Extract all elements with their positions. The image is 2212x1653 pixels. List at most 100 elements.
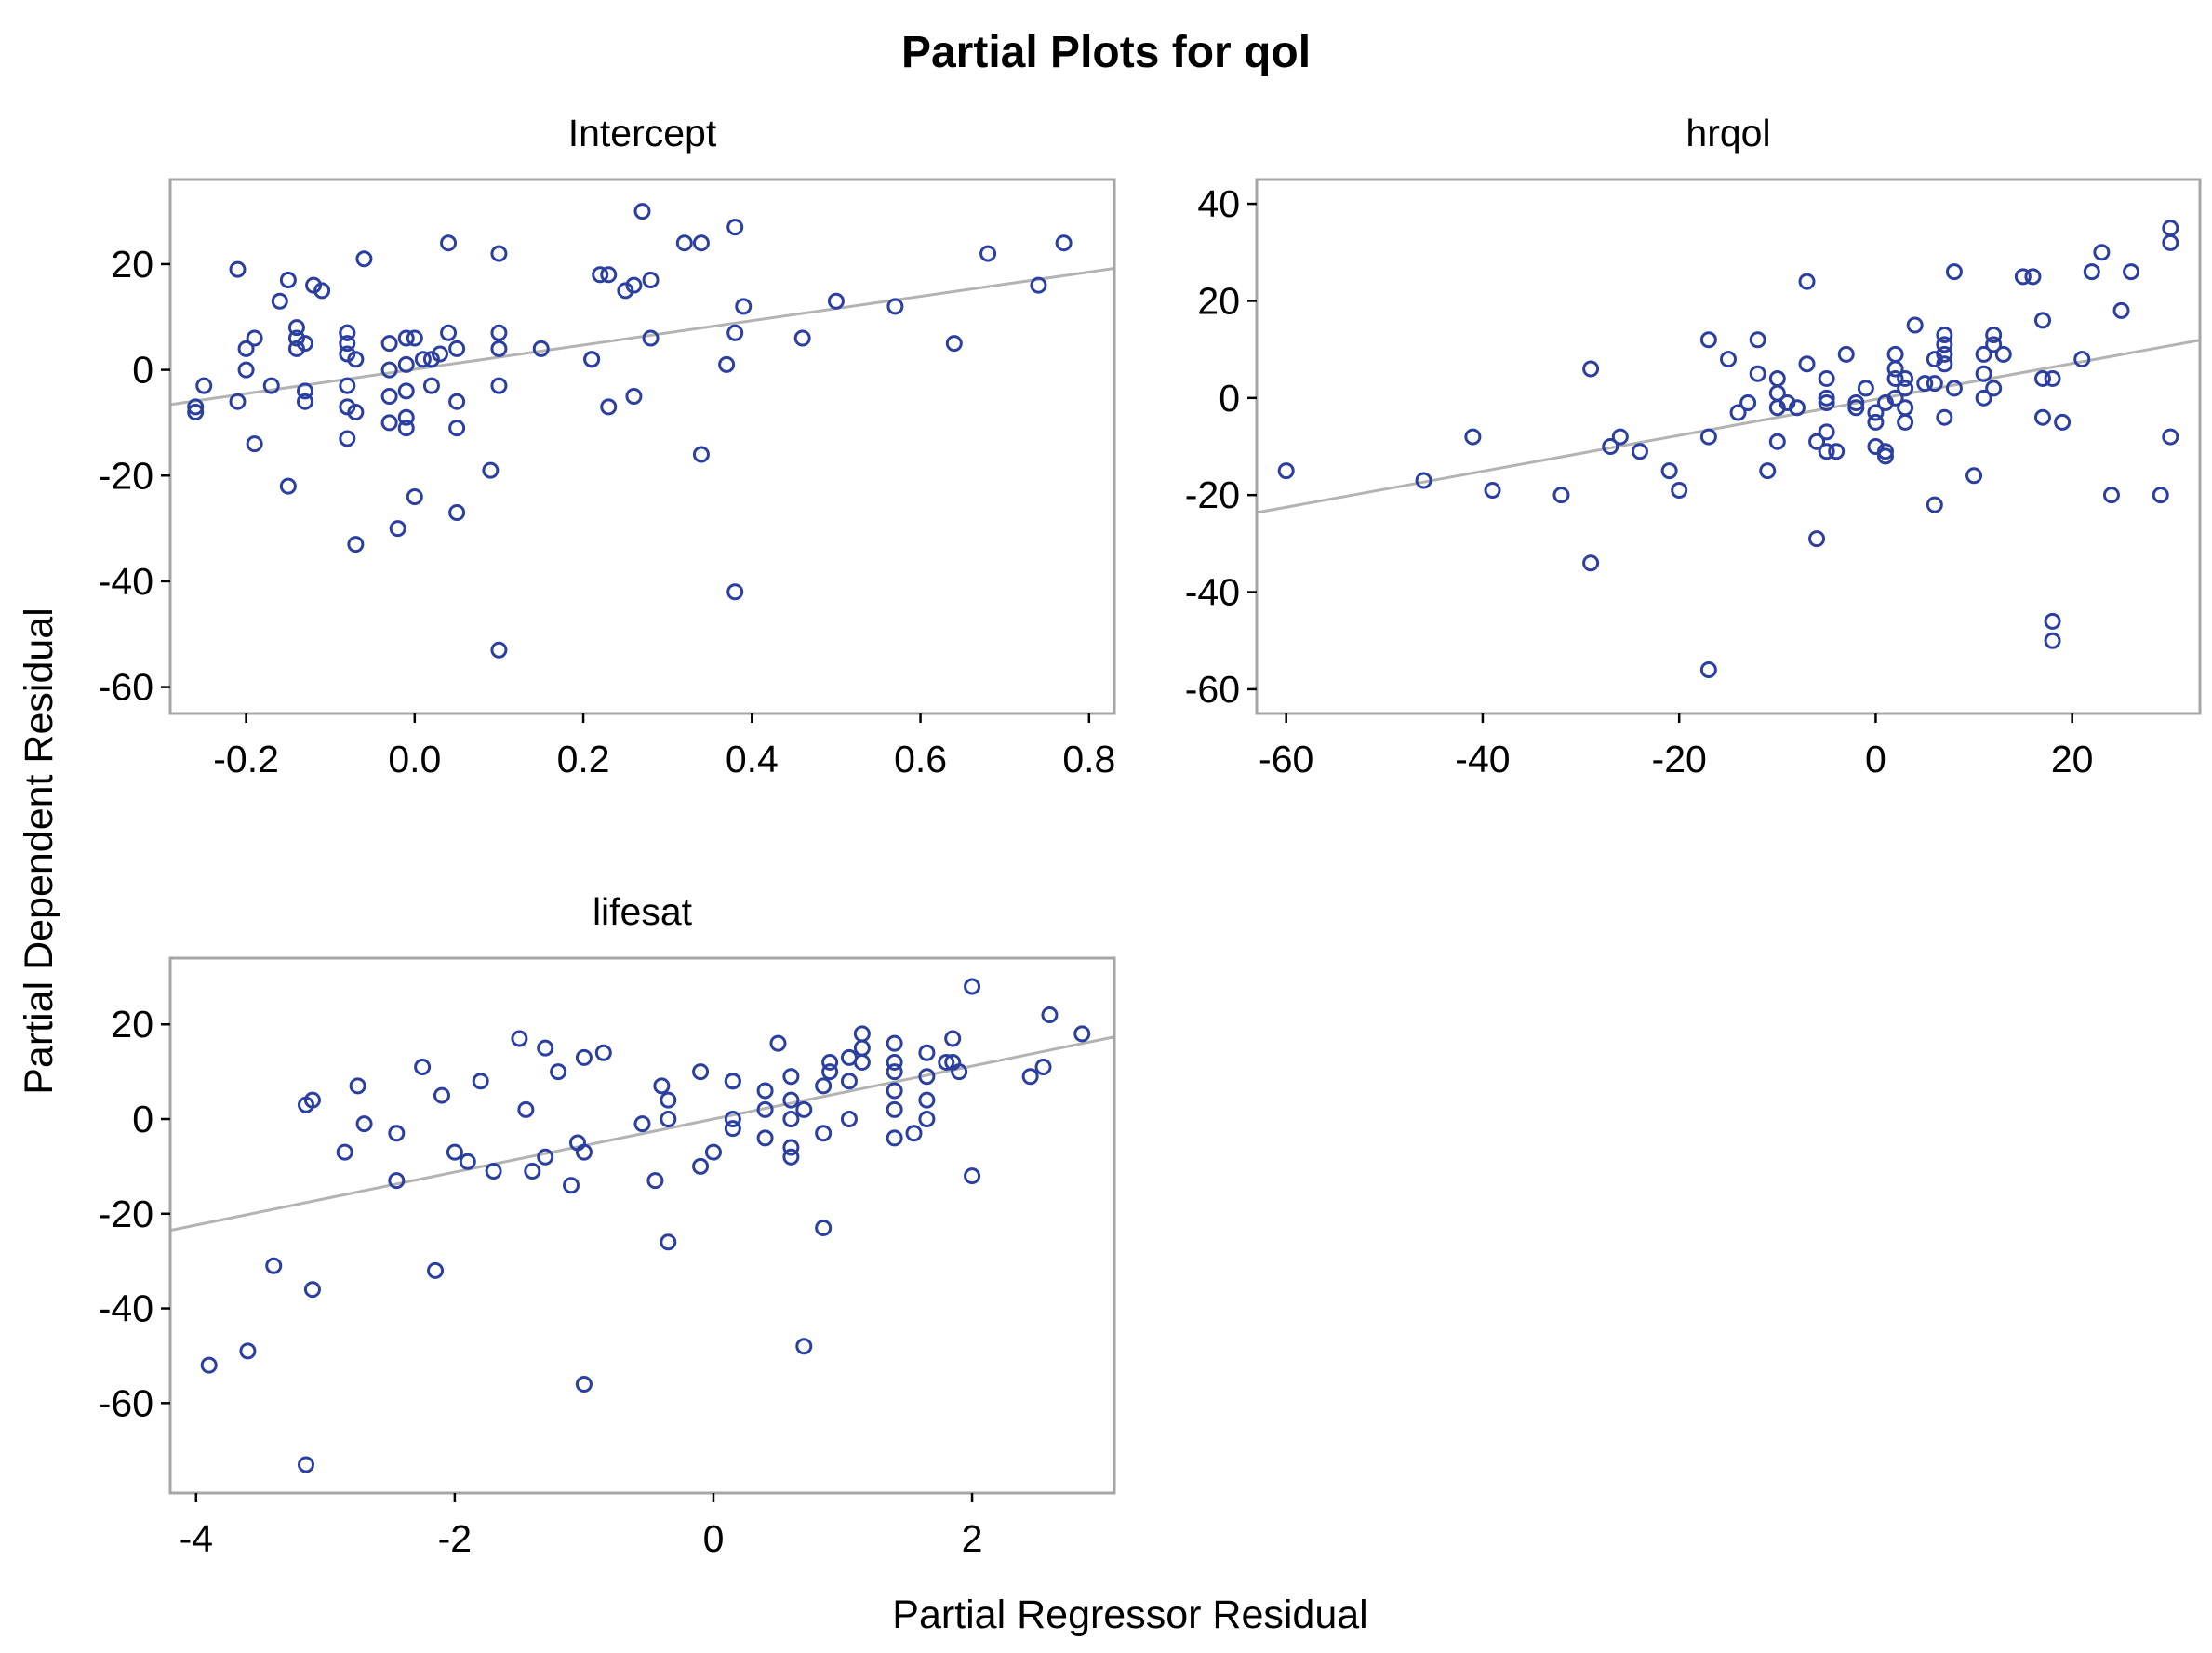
data-point <box>187 398 205 416</box>
data-point <box>633 203 651 220</box>
data-point <box>195 377 213 394</box>
data-point <box>886 1063 903 1081</box>
data-point <box>246 329 263 347</box>
y-tick-label: 20 <box>111 243 153 286</box>
x-tick-label: -4 <box>180 1517 213 1560</box>
data-point <box>1975 345 1992 363</box>
data-point <box>646 1172 664 1190</box>
data-point <box>287 319 305 337</box>
data-point <box>1739 394 1757 412</box>
y-tick-label: -20 <box>1185 473 1240 516</box>
data-point <box>692 234 710 252</box>
data-point <box>2162 220 2179 237</box>
data-point <box>397 329 415 347</box>
data-point <box>633 1115 651 1133</box>
x-tick-label: 0.2 <box>557 738 610 780</box>
y-tick-label: -40 <box>1185 571 1240 614</box>
data-point <box>427 1261 445 1279</box>
data-point <box>339 377 356 394</box>
data-point <box>793 329 811 347</box>
data-point <box>1484 481 1501 499</box>
data-point <box>756 1100 774 1118</box>
data-point <box>575 1048 593 1066</box>
y-tick-label: -20 <box>99 1193 153 1235</box>
data-point <box>886 298 904 315</box>
data-point <box>692 446 710 463</box>
data-point <box>262 377 280 394</box>
data-point <box>886 1053 903 1071</box>
data-point <box>1965 467 1983 485</box>
x-tick-label: 20 <box>2051 738 2094 780</box>
data-point <box>422 377 440 394</box>
data-point <box>347 351 365 368</box>
data-point <box>853 1039 871 1057</box>
data-point <box>279 477 297 495</box>
data-point <box>271 292 288 310</box>
data-point <box>1798 273 1816 290</box>
data-point <box>440 234 458 252</box>
data-point <box>1936 408 1953 426</box>
data-point <box>1897 369 1914 387</box>
data-point <box>1768 433 1786 450</box>
data-point <box>237 340 255 357</box>
x-tick-label: 0.4 <box>726 738 779 780</box>
data-point <box>229 260 247 278</box>
data-point <box>1582 554 1600 572</box>
data-point <box>2162 428 2179 446</box>
plot-frame <box>168 178 1116 715</box>
data-point <box>1602 438 1619 455</box>
data-point <box>448 393 466 410</box>
data-point <box>388 1125 406 1142</box>
data-point <box>1886 345 1904 363</box>
data-point <box>594 1044 612 1061</box>
data-point <box>339 398 356 416</box>
data-point <box>2054 413 2072 431</box>
data-point <box>782 1148 800 1166</box>
data-point <box>1464 428 1482 446</box>
data-point <box>339 324 356 341</box>
y-tick-label: -60 <box>1185 668 1240 711</box>
data-point <box>229 393 247 410</box>
x-tick-label: 0.0 <box>388 738 441 780</box>
data-point <box>735 298 753 315</box>
x-tick-label: -60 <box>1259 738 1313 780</box>
fit-line <box>170 1035 1114 1233</box>
data-point <box>575 1143 593 1161</box>
data-point <box>2044 612 2061 630</box>
data-point <box>1699 331 1717 349</box>
data-point <box>1699 661 1717 679</box>
y-tick-label: -20 <box>99 454 153 497</box>
data-point <box>918 1044 936 1061</box>
data-point <box>397 420 415 437</box>
data-point <box>1828 443 1846 460</box>
data-point <box>675 234 693 252</box>
data-point <box>592 266 609 284</box>
data-point <box>1975 365 1992 382</box>
data-point <box>827 292 845 310</box>
data-point <box>617 282 634 300</box>
data-point <box>1926 375 1943 393</box>
points-group <box>200 978 1091 1473</box>
panel-title: hrqol <box>1686 112 1770 154</box>
data-point <box>2102 487 2120 504</box>
data-point <box>853 1053 871 1071</box>
data-point <box>1818 443 1835 460</box>
data-point <box>1631 443 1648 460</box>
data-point <box>782 1111 800 1128</box>
data-point <box>918 1091 936 1109</box>
data-point <box>1936 336 1953 353</box>
data-point <box>782 1091 800 1109</box>
data-point <box>642 271 660 288</box>
data-point <box>1847 399 1865 417</box>
data-point <box>1415 472 1432 489</box>
data-point <box>918 1111 936 1128</box>
data-point <box>726 324 744 341</box>
data-point <box>979 245 997 262</box>
data-point <box>726 219 744 236</box>
panel-intercept: Intercept -0.2 0.0 0.2 0.4 0.6 0.8 -60 -40 -20 0 20 <box>99 112 1116 780</box>
data-point <box>440 324 458 341</box>
data-point <box>2024 268 2042 286</box>
data-point <box>692 1157 710 1175</box>
plot-frame <box>168 956 1116 1495</box>
